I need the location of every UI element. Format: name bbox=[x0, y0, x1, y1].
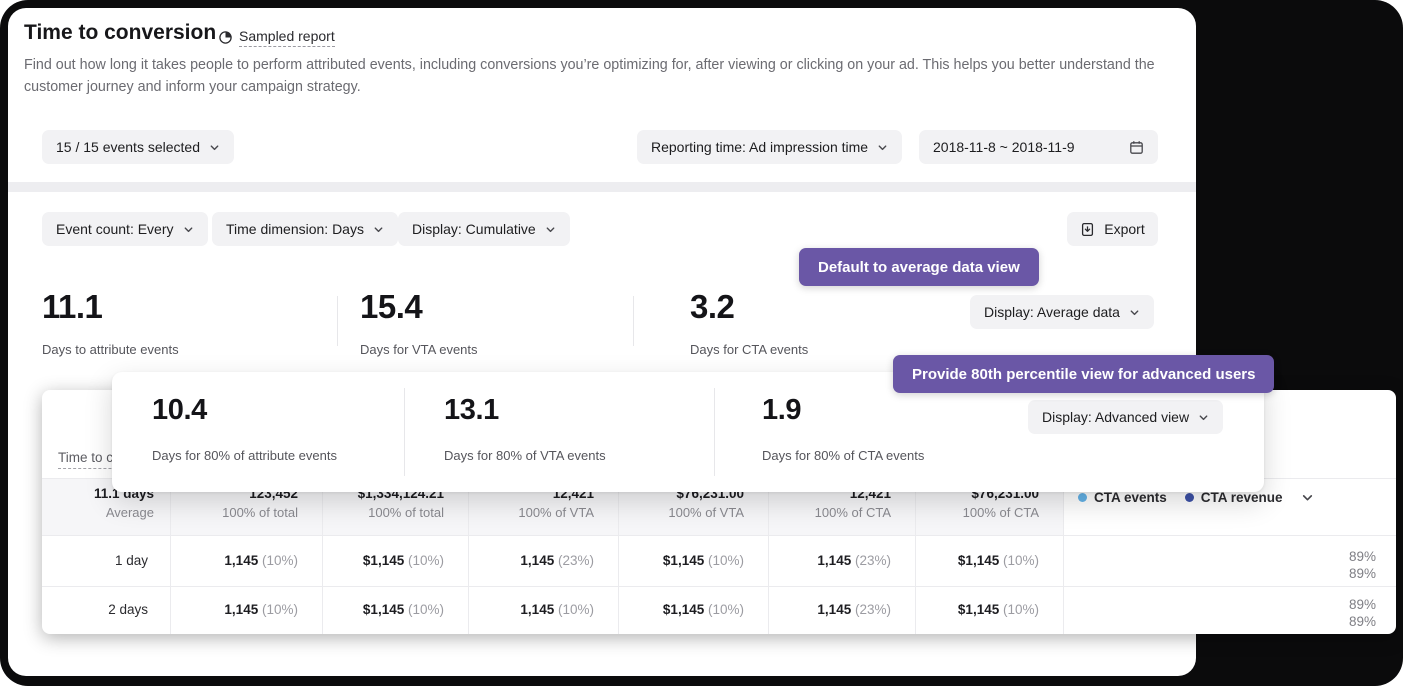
cta-events-bar bbox=[1075, 604, 1325, 614]
table-cell: 1,145 (23%) bbox=[817, 602, 891, 617]
calendar-icon bbox=[1129, 140, 1144, 155]
display-advanced-view-label: Display: Advanced view bbox=[1042, 409, 1190, 425]
export-button[interactable]: Export bbox=[1067, 212, 1158, 246]
time-dimension-dropdown[interactable]: Time dimension: Days bbox=[212, 212, 398, 246]
cta-revenue-dot bbox=[1184, 493, 1194, 502]
chevron-down-icon bbox=[373, 224, 384, 235]
stat-days-vta-label: Days for VTA events bbox=[360, 342, 478, 357]
stat-days-attribute-value: 11.1 bbox=[42, 288, 103, 325]
export-label: Export bbox=[1104, 221, 1145, 237]
cta-events-bar bbox=[1075, 556, 1322, 566]
events-selected-label: 15 / 15 events selected bbox=[56, 139, 200, 155]
reporting-time-label: Reporting time: Ad impression time bbox=[651, 139, 869, 155]
legend-cta-revenue-label: CTA revenue bbox=[1200, 490, 1283, 505]
sampled-pie-icon bbox=[218, 30, 233, 45]
stat-days-vta-value: 15.4 bbox=[360, 288, 423, 325]
stat-80pct-cta-label: Days for 80% of CTA events bbox=[762, 448, 925, 463]
column-divider bbox=[322, 478, 323, 634]
table-cell: 1,145 (23%) bbox=[520, 553, 594, 568]
table-cell: 1,145 (10%) bbox=[224, 602, 298, 617]
stat-80pct-attribute-value: 10.4 bbox=[152, 394, 207, 426]
cta-revenue-bar bbox=[1075, 618, 1292, 628]
table-cell: 1,145 (10%) bbox=[224, 553, 298, 568]
table-cell: 1,145 (10%) bbox=[520, 602, 594, 617]
event-count-dropdown[interactable]: Event count: Every bbox=[42, 212, 208, 246]
stat-days-cta-value: 3.2 bbox=[690, 288, 735, 325]
date-range-picker[interactable]: 2018-11-8 ~ 2018-11-9 bbox=[919, 130, 1158, 164]
events-selected-dropdown[interactable]: 15 / 15 events selected bbox=[42, 130, 234, 164]
row-label-1-day: 1 day bbox=[114, 553, 148, 568]
page-title: Time to conversion bbox=[24, 21, 217, 44]
chevron-down-icon bbox=[209, 142, 220, 153]
stat-80pct-vta-label: Days for 80% of VTA events bbox=[444, 448, 606, 463]
table-cell: $1,145 (10%) bbox=[362, 602, 444, 617]
row-divider bbox=[42, 535, 1396, 536]
stat-80pct-cta-value: 1.9 bbox=[762, 394, 802, 426]
event-count-label: Event count: Every bbox=[56, 221, 174, 237]
chevron-down-icon bbox=[1129, 307, 1140, 318]
sampled-report-label: Sampled report bbox=[239, 28, 335, 47]
legend-chevron-down-icon[interactable] bbox=[1301, 491, 1314, 504]
bar-percent-labels: 89% 89% bbox=[1348, 549, 1376, 581]
callout-80th-percentile: Provide 80th percentile view for advance… bbox=[893, 355, 1275, 393]
chevron-down-icon bbox=[1198, 412, 1209, 423]
chevron-down-icon bbox=[877, 142, 888, 153]
column-divider bbox=[618, 478, 619, 634]
display-mode-dropdown[interactable]: Display: Cumulative bbox=[398, 212, 570, 246]
legend-cta-events: CTA events bbox=[1078, 490, 1167, 505]
page-description: Find out how long it takes people to per… bbox=[24, 57, 1155, 95]
export-icon bbox=[1080, 222, 1095, 237]
display-average-data-label: Display: Average data bbox=[984, 304, 1120, 320]
row-divider bbox=[42, 586, 1396, 587]
stat-divider bbox=[714, 388, 715, 476]
table-cell: $1,145 (10%) bbox=[662, 602, 744, 617]
cta-revenue-bar bbox=[1075, 570, 1285, 580]
table-cell: $1,145 (10%) bbox=[957, 553, 1039, 568]
display-advanced-view-dropdown[interactable]: Display: Advanced view bbox=[1028, 400, 1224, 434]
stat-80pct-attribute-label: Days for 80% of attribute events bbox=[152, 448, 337, 463]
display-average-data-dropdown[interactable]: Display: Average data bbox=[970, 295, 1154, 329]
column-divider bbox=[468, 478, 469, 634]
table-cell: $1,145 (10%) bbox=[957, 602, 1039, 617]
cta-events-dot bbox=[1078, 493, 1087, 502]
stat-divider bbox=[404, 388, 405, 476]
table-cell: $1,145 (10%) bbox=[362, 553, 444, 568]
table-cell: $1,145 (10%) bbox=[662, 553, 744, 568]
row-label-2-days: 2 days bbox=[108, 602, 148, 617]
stat-80pct-vta-value: 13.1 bbox=[444, 394, 499, 426]
stat-divider bbox=[633, 296, 634, 346]
reporting-time-dropdown[interactable]: Reporting time: Ad impression time bbox=[637, 130, 903, 164]
legend-cta-events-label: CTA events bbox=[1094, 490, 1167, 505]
legend-cta-revenue: CTA revenue bbox=[1184, 490, 1283, 505]
column-divider bbox=[768, 478, 769, 634]
stat-divider bbox=[337, 296, 338, 346]
chevron-down-icon bbox=[183, 224, 194, 235]
bar-percent-labels: 89% 89% bbox=[1348, 597, 1376, 629]
section-divider bbox=[8, 182, 1196, 192]
display-mode-label: Display: Cumulative bbox=[412, 221, 536, 237]
stat-days-cta-label: Days for CTA events bbox=[690, 342, 809, 357]
column-divider bbox=[1063, 478, 1064, 634]
table-cell: 1,145 (23%) bbox=[817, 553, 891, 568]
callout-average-data-view: Default to average data view bbox=[799, 248, 1039, 286]
date-range-value: 2018-11-8 ~ 2018-11-9 bbox=[933, 139, 1075, 155]
chart-legend: CTA events CTA revenue bbox=[1078, 490, 1314, 505]
time-dimension-label: Time dimension: Days bbox=[226, 221, 364, 237]
sampled-report-link[interactable]: Sampled report bbox=[218, 28, 335, 47]
column-divider bbox=[170, 478, 171, 634]
column-divider bbox=[915, 478, 916, 634]
chevron-down-icon bbox=[545, 224, 556, 235]
stat-days-attribute-label: Days to attribute events bbox=[42, 342, 179, 357]
